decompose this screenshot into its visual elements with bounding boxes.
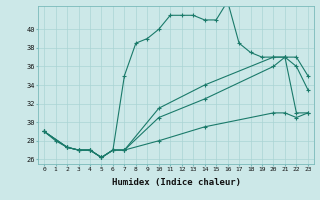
X-axis label: Humidex (Indice chaleur): Humidex (Indice chaleur): [111, 178, 241, 187]
